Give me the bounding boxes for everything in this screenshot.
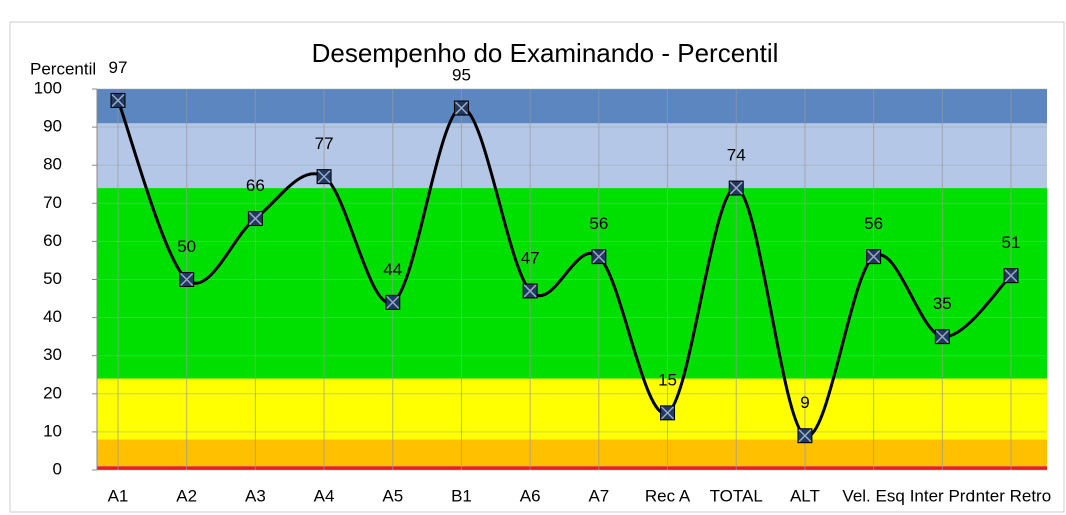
x-tick-label: A3	[245, 486, 266, 505]
band	[97, 466, 1047, 470]
x-tick-label: B1	[451, 486, 472, 505]
y-tick-label: 30	[43, 345, 62, 364]
data-label: 74	[727, 146, 746, 165]
data-label: 51	[1002, 233, 1021, 252]
marker-cross	[248, 212, 262, 226]
data-label: 95	[452, 66, 471, 85]
x-tick-label: TOTAL	[710, 486, 763, 505]
marker-cross	[454, 101, 468, 115]
x-tick-label: A1	[108, 486, 129, 505]
line	[116, 99, 1013, 438]
data-label: 15	[658, 370, 677, 389]
y-tick-label: 90	[43, 117, 62, 136]
chart-title: Desempenho do Examinando - Percentil	[312, 38, 779, 68]
y-tick-label: 100	[34, 78, 62, 97]
marker-cross	[386, 295, 400, 309]
marker-cross	[661, 406, 675, 420]
y-tick-label: 20	[43, 383, 62, 402]
marker-cross	[798, 429, 812, 443]
marker-cross	[592, 250, 606, 264]
marker-cross	[523, 284, 537, 298]
marker-cross	[180, 272, 194, 287]
y-tick-label: 80	[43, 155, 62, 174]
x-tick-label: A4	[314, 486, 335, 505]
x-tick-label: Inter Pro	[910, 486, 975, 505]
band	[97, 378, 1047, 440]
x-tick-label: A5	[382, 486, 403, 505]
y-tick-label: 70	[43, 193, 62, 212]
band	[97, 123, 1047, 189]
marker-cross	[111, 93, 125, 107]
data-label: 66	[246, 176, 265, 195]
data-label: 44	[383, 260, 402, 279]
data-label: 56	[864, 214, 883, 233]
x-tick-label: A2	[176, 486, 197, 505]
band	[97, 89, 1047, 124]
y-axis-label: Percentil	[30, 59, 96, 78]
y-tick-label: 40	[43, 307, 62, 326]
marker-cross	[867, 250, 881, 264]
y-tick-label: 60	[43, 231, 62, 250]
x-tick-label: A6	[520, 486, 541, 505]
data-label: 47	[521, 248, 540, 267]
x-tick-label: Vel. Esq	[842, 486, 904, 505]
band	[97, 439, 1047, 467]
x-tick-label: A7	[588, 486, 609, 505]
data-label: 35	[933, 294, 952, 313]
y-tick-label: 50	[43, 269, 62, 288]
x-tick-label: ALT	[790, 486, 820, 505]
data-label: 9	[800, 393, 809, 412]
data-label: 50	[177, 237, 196, 256]
marker-cross	[729, 181, 743, 195]
y-tick-label: 10	[43, 421, 62, 440]
x-tick-label: Inter Retro	[971, 486, 1051, 505]
x-tick-label: Rec A	[645, 486, 691, 505]
y-tick-label: 0	[53, 459, 62, 478]
data-label: 97	[109, 58, 128, 77]
marker-cross	[317, 170, 331, 184]
data-label: 56	[589, 214, 608, 233]
marker-cross	[1004, 269, 1018, 283]
marker-cross	[935, 330, 949, 344]
data-label: 77	[315, 134, 334, 153]
